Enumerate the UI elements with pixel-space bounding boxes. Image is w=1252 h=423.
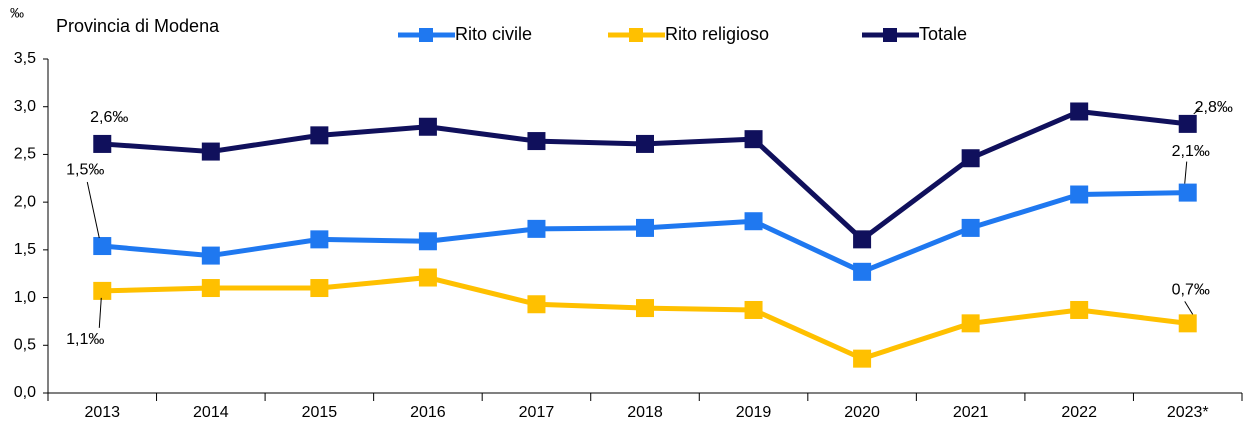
label-leader — [1184, 161, 1188, 184]
data-point — [310, 126, 329, 145]
data-point — [310, 279, 329, 298]
data-point — [93, 281, 112, 300]
data-point — [636, 134, 654, 153]
x-tick-label: 2013 — [84, 404, 120, 421]
data-point — [961, 218, 980, 237]
x-tick-label: 2017 — [519, 404, 555, 421]
y-tick-label: 1,0 — [14, 289, 36, 306]
y-tick-label: 0,0 — [14, 384, 36, 401]
data-point — [636, 299, 654, 318]
data-point — [744, 300, 763, 319]
data-label: 1,1‰ — [66, 331, 104, 348]
series-line — [102, 275, 1189, 362]
x-tick-label: 2023* — [1167, 404, 1209, 421]
data-point — [201, 142, 220, 161]
x-tick-label: 2015 — [302, 404, 338, 421]
chart-title: Provincia di Modena — [56, 16, 220, 36]
data-point — [744, 130, 763, 149]
data-point — [527, 295, 546, 314]
label-leader — [1184, 301, 1194, 315]
data-point — [201, 279, 220, 298]
data-point — [93, 134, 112, 153]
data-point — [418, 117, 437, 136]
y-tick-label: 3,0 — [14, 98, 36, 115]
data-point — [310, 230, 329, 249]
data-label: 2,1‰ — [1172, 143, 1210, 160]
data-point — [961, 149, 980, 168]
data-point — [1178, 314, 1197, 333]
x-tick-label: 2016 — [410, 404, 446, 421]
data-label: 1,5‰ — [66, 161, 104, 178]
data-point — [1070, 102, 1089, 121]
data-point — [961, 314, 980, 333]
legend-label: Rito religioso — [665, 24, 769, 44]
y-tick-label: 3,5 — [14, 50, 36, 67]
x-tick-label: 2019 — [736, 404, 772, 421]
data-point — [853, 349, 872, 368]
data-point — [418, 232, 437, 251]
data-point — [527, 132, 546, 151]
data-label: 2,8‰ — [1195, 99, 1233, 116]
data-point — [527, 219, 546, 238]
data-point — [853, 262, 872, 281]
x-tick-label: 2018 — [627, 404, 663, 421]
data-point — [418, 268, 437, 287]
legend-marker — [883, 28, 897, 42]
y-tick-label: 1,5 — [14, 241, 36, 258]
y-tick-label: 2,0 — [14, 193, 36, 210]
label-leader — [86, 181, 100, 239]
label-leader — [98, 297, 102, 328]
data-point — [201, 246, 220, 265]
data-point — [1178, 183, 1197, 202]
legend-label: Rito civile — [455, 24, 532, 44]
data-label: 0,7‰ — [1172, 282, 1210, 299]
data-point — [1178, 114, 1197, 133]
y-tick-label: 2,5 — [14, 146, 36, 163]
data-point — [744, 212, 763, 231]
data-point — [1070, 300, 1089, 319]
y-unit: ‰ — [10, 5, 24, 21]
legend-marker — [629, 28, 643, 42]
data-point — [853, 230, 872, 249]
x-tick-label: 2021 — [953, 404, 989, 421]
data-point — [636, 218, 654, 237]
x-tick-label: 2020 — [844, 404, 880, 421]
data-point — [93, 237, 112, 256]
label-leader — [1193, 108, 1201, 115]
y-tick-label: 0,5 — [14, 337, 36, 354]
legend-marker — [419, 28, 433, 42]
data-label: 2,6‰ — [90, 109, 128, 126]
x-tick-label: 2014 — [193, 404, 229, 421]
data-point — [1070, 185, 1089, 204]
legend-label: Totale — [919, 24, 967, 44]
x-tick-label: 2022 — [1061, 404, 1097, 421]
